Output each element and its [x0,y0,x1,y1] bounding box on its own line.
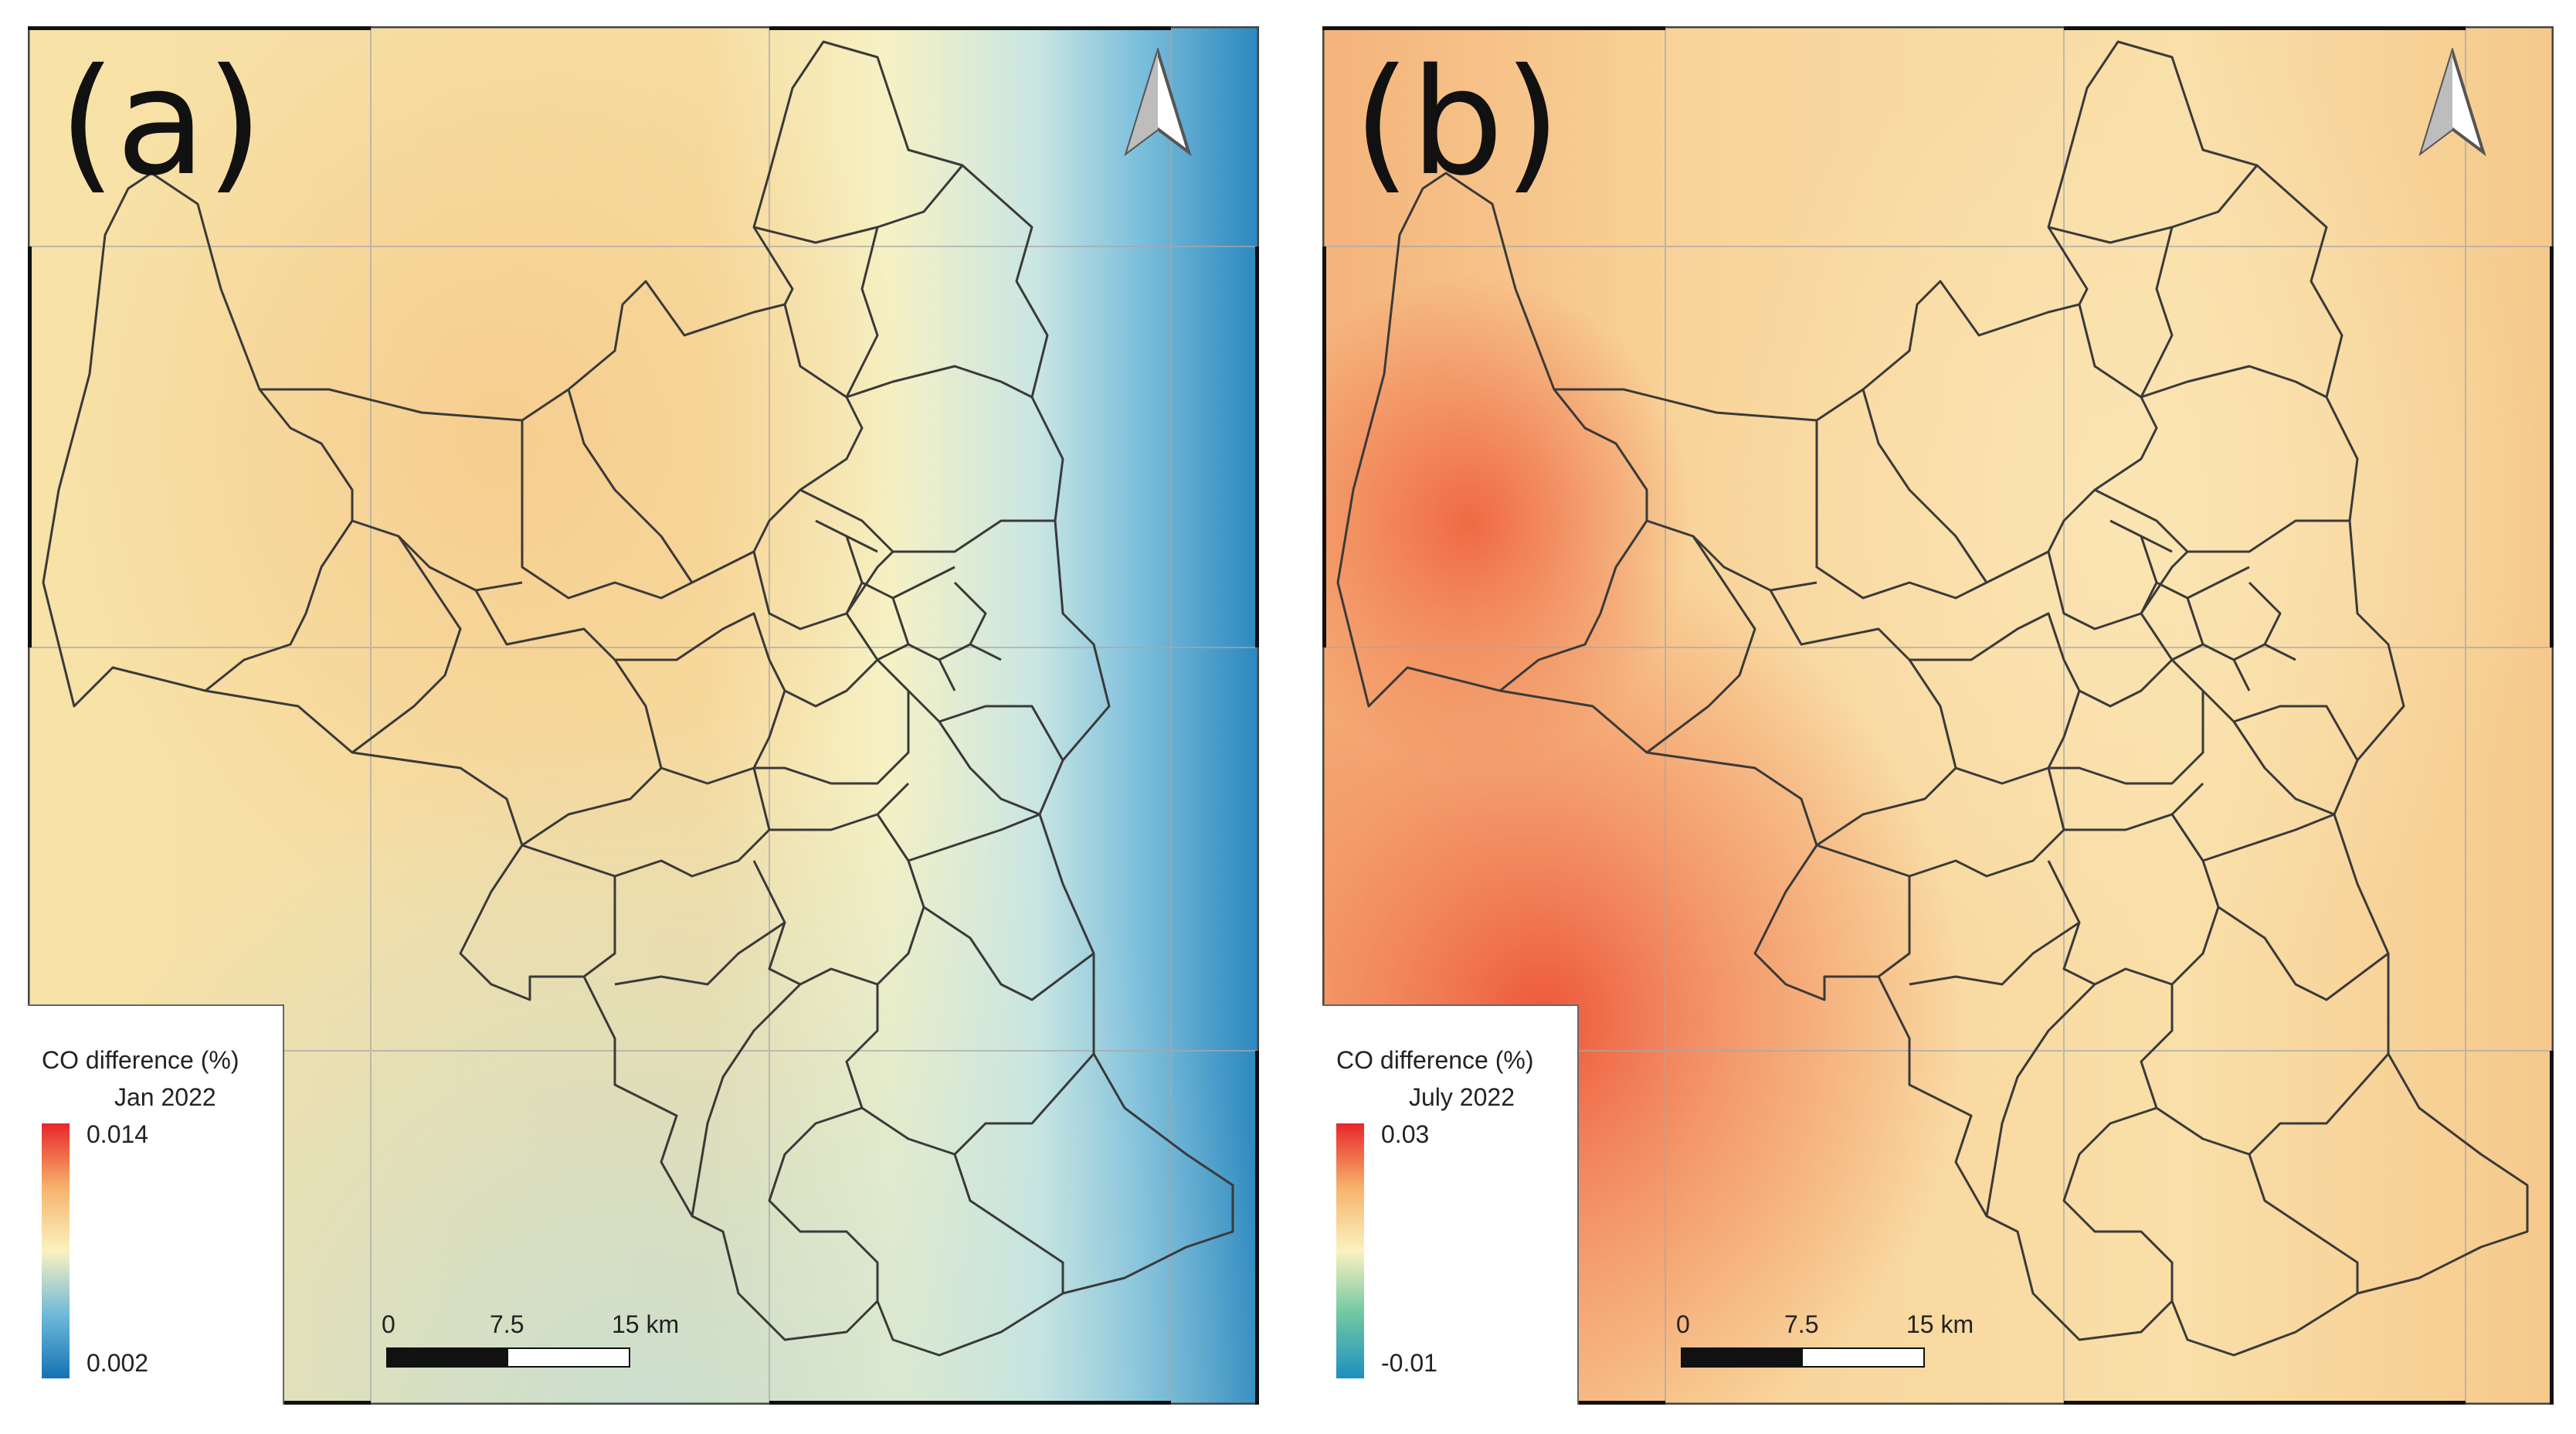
scale-end: 15 km [612,1310,680,1338]
scale-track [386,1347,630,1368]
co-difference-map-july [1322,26,2554,1405]
panel-label: (a) [59,37,263,208]
scale-bar: 0 7.5 15 km [382,1310,679,1372]
scale-bar: 0 7.5 15 km [1676,1310,1974,1372]
legend-max-value: 0.03 [1381,1120,1430,1148]
co-difference-map-jan [28,26,1259,1405]
north-arrow-icon [2418,48,2486,156]
legend: CO difference (%) July 2022 0.03 -0.01 [1322,1004,1579,1405]
legend-period: Jan 2022 [114,1083,216,1111]
scale-zero: 0 [382,1310,395,1338]
legend: CO difference (%) Jan 2022 0.014 0.002 [28,1004,284,1405]
scale-mid: 7.5 [490,1310,524,1338]
scale-end: 15 km [1906,1310,1974,1338]
north-arrow-icon [1124,48,1192,156]
legend-color-ramp [42,1123,70,1378]
legend-min-value: 0.002 [87,1349,149,1377]
scale-zero: 0 [1676,1310,1690,1338]
scale-track [1681,1347,1925,1368]
legend-min-value: -0.01 [1381,1349,1437,1377]
legend-title: CO difference (%) [42,1046,239,1074]
map-panel-b: (b) CO difference (%) July 2022 0.03 -0.… [1322,26,2554,1405]
legend-max-value: 0.014 [87,1120,149,1148]
legend-period: July 2022 [1409,1083,1515,1111]
panel-label: (b) [1353,37,1561,208]
scale-mid: 7.5 [1784,1310,1819,1338]
legend-color-ramp [1336,1123,1364,1378]
map-panel-a: (a) CO difference (%) Jan 2022 0.014 0.0… [28,26,1259,1405]
legend-title: CO difference (%) [1336,1046,1534,1074]
